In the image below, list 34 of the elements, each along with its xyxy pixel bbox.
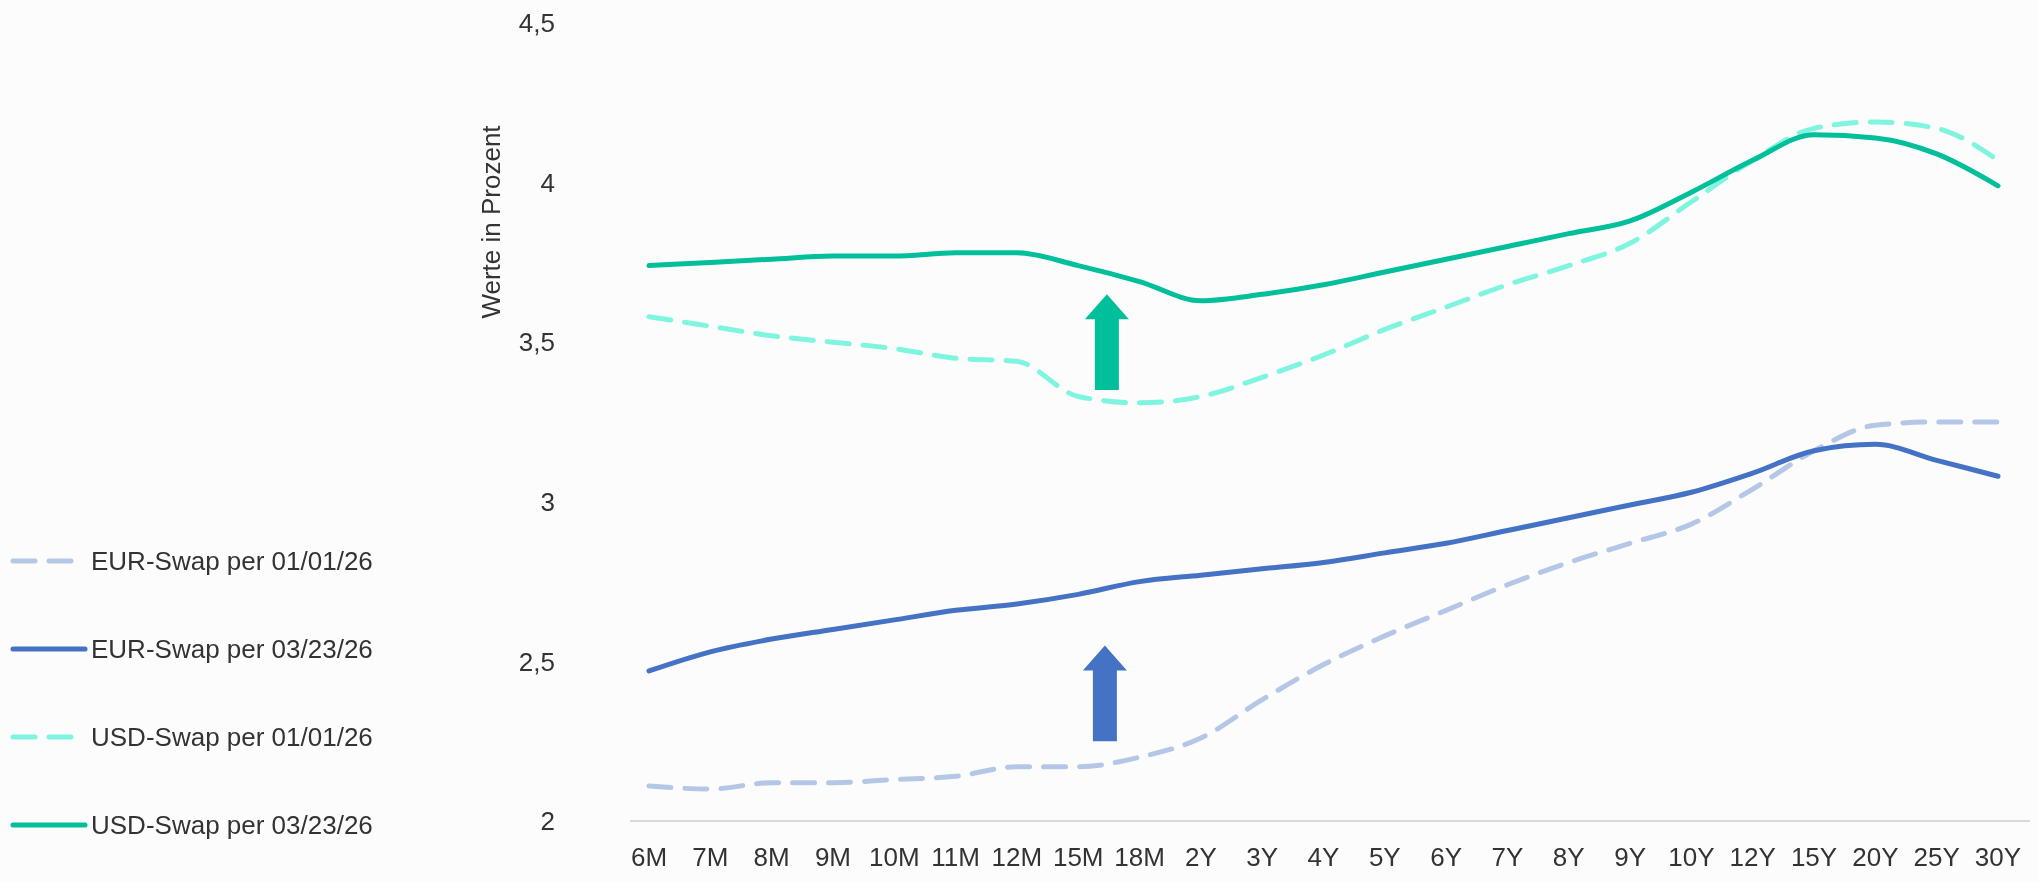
legend-label: USD-Swap per 01/01/26 — [91, 722, 373, 753]
y-tick-label: 4 — [540, 167, 555, 198]
y-axis-title: Werte in Prozent — [476, 124, 506, 319]
x-tick-label: 9M — [814, 842, 852, 872]
x-tick-label: 10Y — [1668, 842, 1715, 872]
x-tick-label: 8M — [753, 842, 790, 872]
y-tick-label: 2,5 — [518, 646, 555, 677]
x-tick-label: 12M — [991, 842, 1043, 872]
legend-label: EUR-Swap per 01/01/26 — [91, 546, 373, 577]
y-tick-label: 4,5 — [518, 8, 555, 39]
x-tick-label: 11M — [931, 842, 980, 872]
x-tick-label: 4Y — [1307, 842, 1340, 872]
x-tick-label: 7M — [692, 842, 729, 872]
x-tick-label: 15M — [1052, 842, 1104, 872]
x-tick-label: 3Y — [1246, 842, 1279, 872]
x-tick-label: 18M — [1114, 842, 1165, 872]
x-tick-label: 5Y — [1368, 842, 1401, 872]
x-tick-label: 9Y — [1614, 842, 1646, 872]
x-tick-label: 8Y — [1552, 842, 1585, 872]
legend-label: USD-Swap per 03/23/26 — [91, 810, 373, 841]
x-tick-label: 20Y — [1852, 842, 1899, 872]
x-tick-label: 12Y — [1729, 842, 1776, 872]
x-tick-label: 15Y — [1790, 842, 1838, 872]
y-tick-label: 3,5 — [518, 327, 555, 358]
x-tick-label: 30Y — [1974, 842, 2022, 872]
x-tick-label: 10M — [868, 842, 920, 872]
x-tick-label: 6Y — [1430, 842, 1463, 872]
x-tick-label: 7Y — [1491, 842, 1524, 872]
y-tick-label: 3 — [540, 486, 555, 517]
legend-label: EUR-Swap per 03/23/26 — [91, 634, 373, 665]
x-tick-label: 2Y — [1184, 842, 1217, 872]
x-tick-label: 25Y — [1913, 842, 1960, 872]
y-tick-label: 2 — [540, 806, 555, 837]
x-tick-label: 6M — [630, 842, 668, 872]
